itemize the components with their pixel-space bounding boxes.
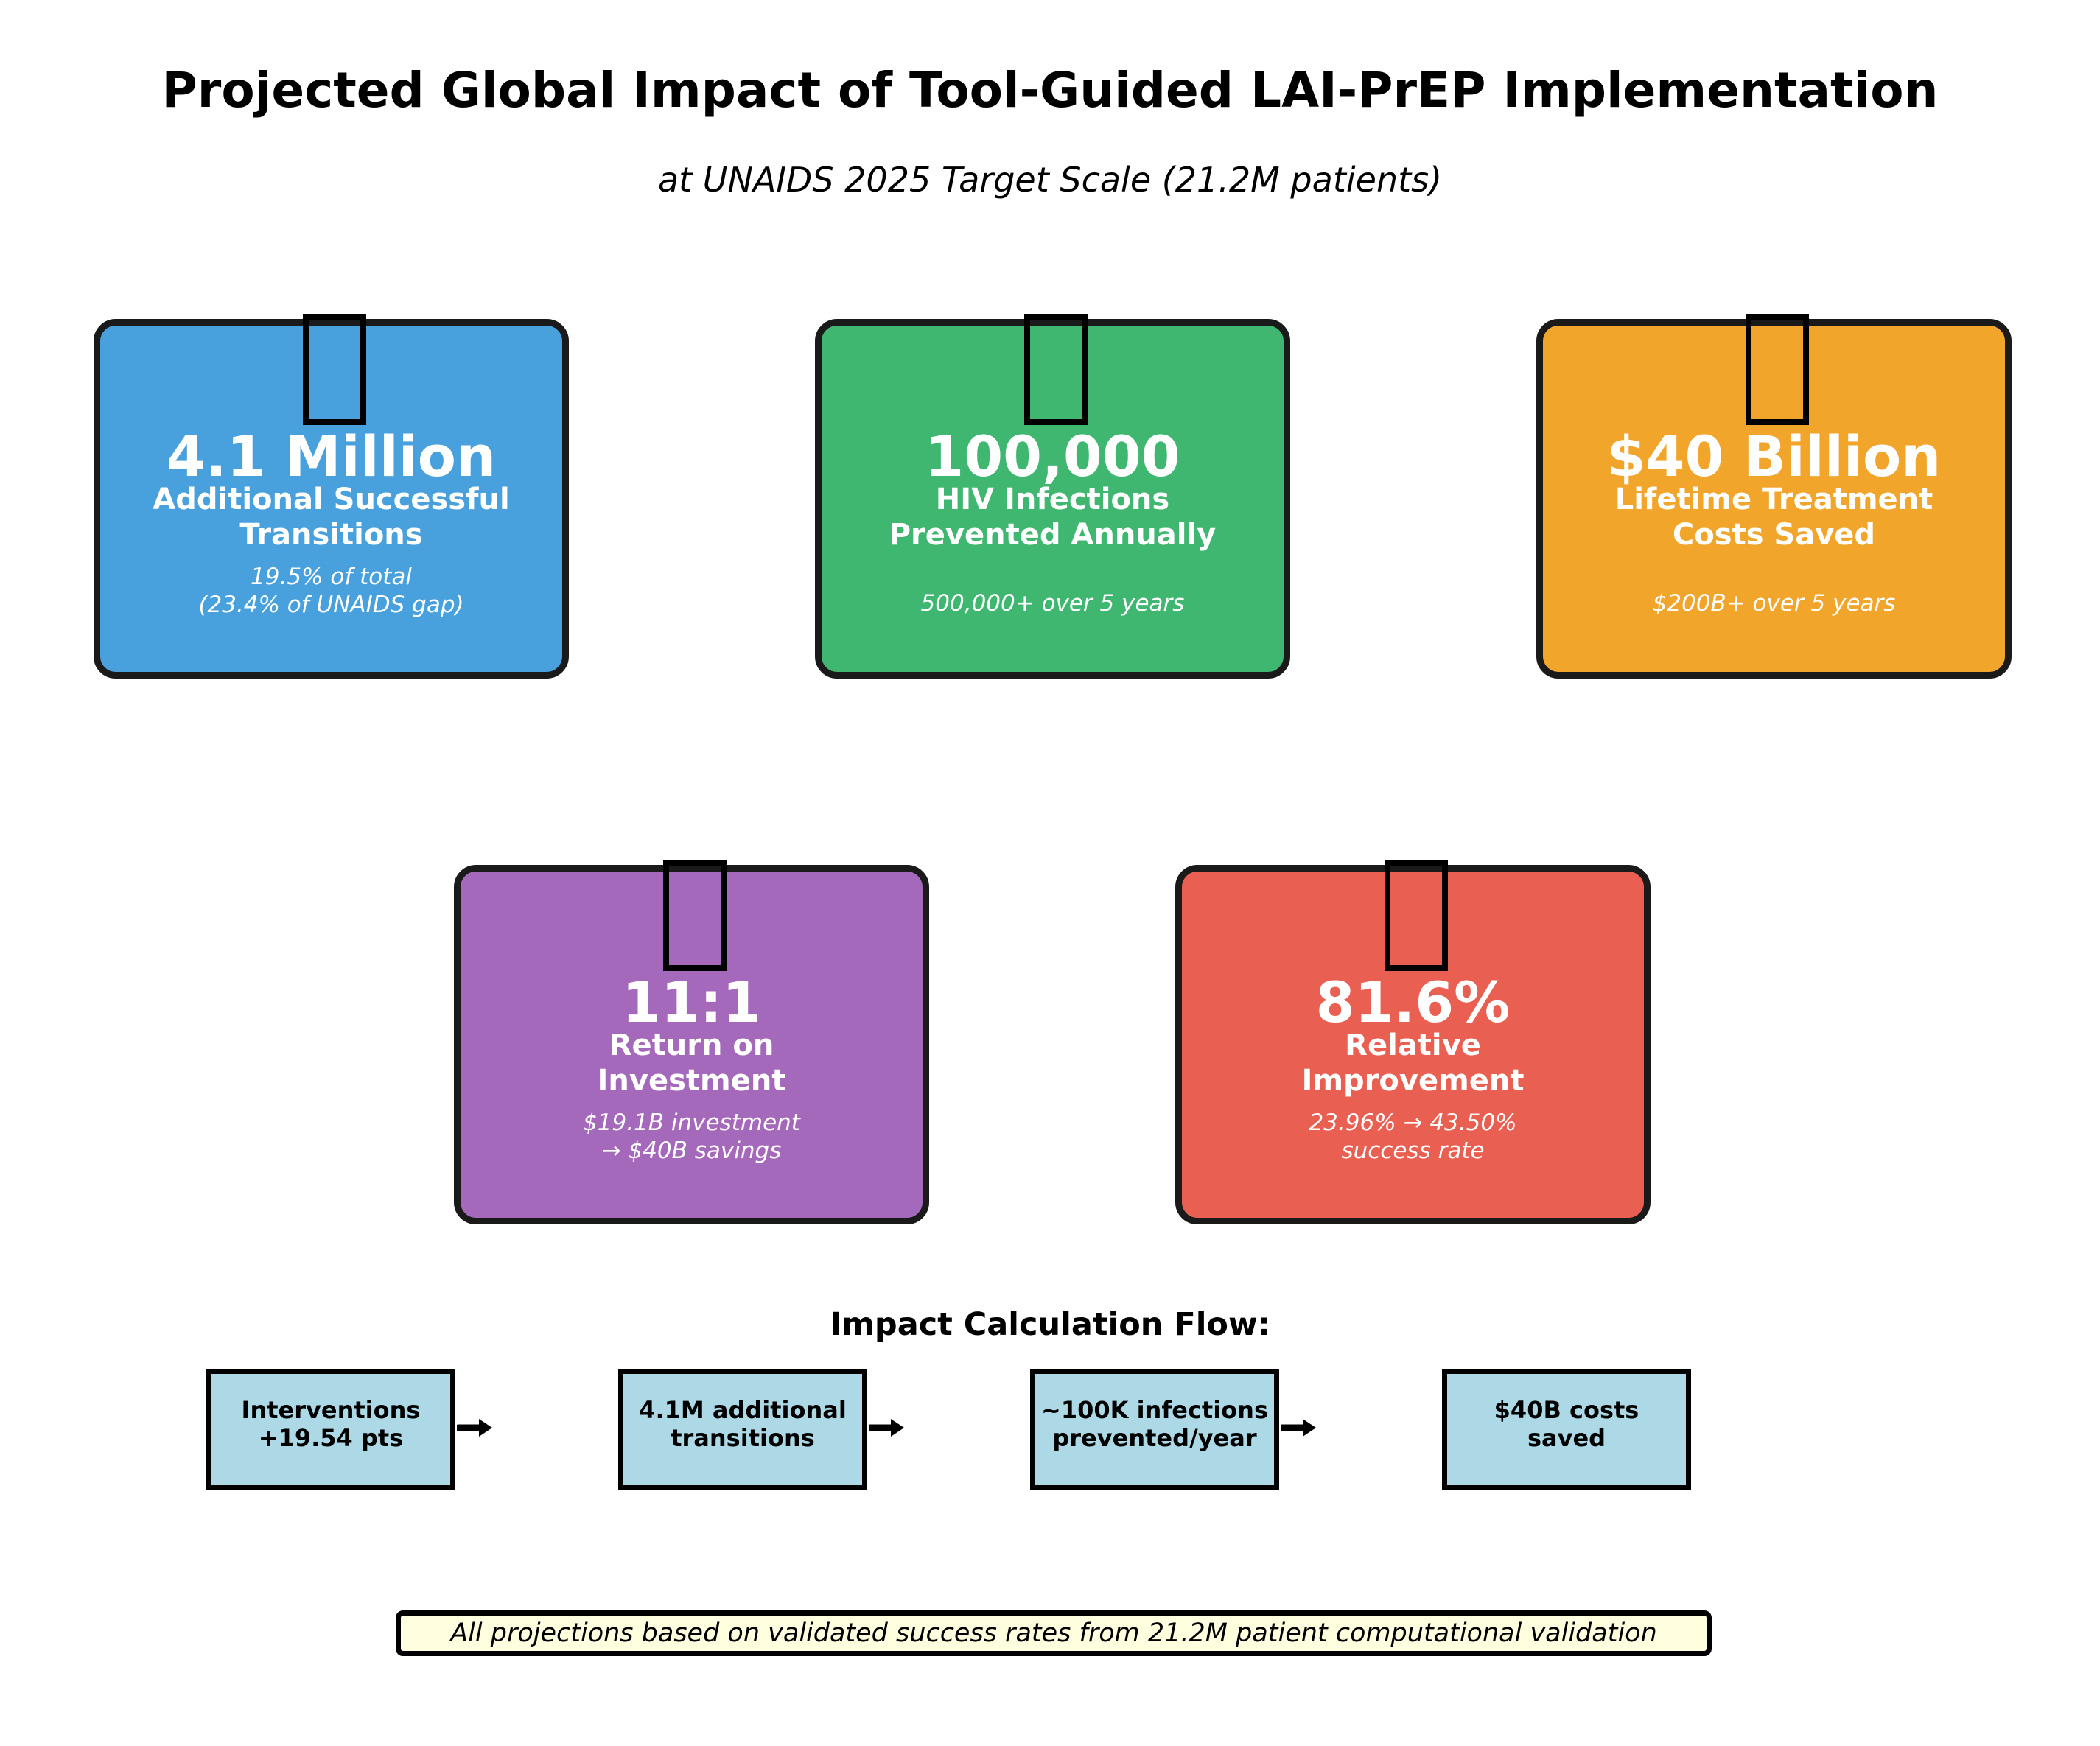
flow-step-interventions: Interventions +19.54 pts [206, 1369, 455, 1490]
card-note: $19.1B investment → $40B savings [461, 1109, 923, 1165]
flow-step-infections: ~100K infections prevented/year [1030, 1369, 1279, 1490]
footer-note: All projections based on validated succe… [396, 1610, 1712, 1656]
card-note-line: 19.5% of total [251, 564, 412, 590]
card-relative-improvement: 81.6% Relative Improvement 23.96% → 43.5… [1175, 860, 1651, 1224]
page-subtitle: at UNAIDS 2025 Target Scale (21.2M patie… [657, 160, 1443, 200]
missing-glyph-icon [1384, 860, 1448, 971]
card-label-line: Transitions [239, 518, 423, 552]
card-label: HIV Infections Prevented Annually [822, 482, 1284, 553]
card-note: $200B+ over 5 years [1543, 589, 2005, 617]
card-note-line: → $40B savings [601, 1137, 782, 1164]
card-note-line: success rate [1341, 1137, 1485, 1164]
page-title: Projected Global Impact of Tool-Guided L… [161, 62, 1939, 119]
card-label: Relative Improvement [1182, 1028, 1644, 1098]
card-value: 100,000 [925, 424, 1180, 489]
arrow-right-icon [1281, 1419, 1316, 1437]
flow-step-transitions: 4.1M additional transitions [618, 1369, 867, 1490]
card-label-line: Investment [597, 1064, 786, 1098]
missing-glyph-icon [662, 860, 727, 971]
card-label-line: Costs Saved [1672, 518, 1876, 552]
card-costs-saved: $40 Billion Lifetime Treatment Costs Sav… [1536, 314, 2012, 679]
card-label: Additional Successful Transitions [100, 482, 562, 553]
missing-glyph-icon [1745, 314, 1809, 425]
arrow-right-icon [457, 1419, 492, 1437]
card-infections-prevented: 100,000 HIV Infections Prevented Annuall… [815, 314, 1290, 679]
card-note-line: (23.4% of UNAIDS gap) [198, 592, 464, 618]
card-value: 11:1 [621, 970, 762, 1035]
flow-step-line: Interventions [241, 1396, 421, 1424]
card-label-line: Lifetime Treatment [1614, 483, 1933, 516]
card-label-line: Improvement [1301, 1064, 1525, 1098]
flow-step-line: $40B costs [1494, 1396, 1639, 1424]
flow-step-line: +19.54 pts [258, 1424, 404, 1452]
card-value: $40 Billion [1606, 424, 1942, 489]
card-label-line: Additional Successful [153, 483, 510, 516]
card-additional-transitions: 4.1 Million Additional Successful Transi… [94, 314, 569, 679]
flow-heading: Impact Calculation Flow: [830, 1306, 1270, 1343]
card-note-line: 23.96% → 43.50% [1309, 1109, 1517, 1136]
flow-step-costs: $40B costs saved [1442, 1369, 1691, 1490]
card-note: 23.96% → 43.50% success rate [1182, 1109, 1644, 1165]
missing-glyph-icon [302, 314, 366, 425]
card-label-line: Relative [1345, 1028, 1481, 1062]
card-label: Return on Investment [461, 1028, 923, 1098]
card-note-line: 500,000+ over 5 years [920, 590, 1185, 617]
missing-glyph-icon [1023, 314, 1088, 425]
flow-step-line: saved [1527, 1424, 1606, 1452]
card-label-line: Return on [609, 1028, 774, 1062]
flow-step-line: ~100K infections [1041, 1396, 1268, 1424]
arrow-right-icon [869, 1419, 904, 1437]
card-return-on-investment: 11:1 Return on Investment $19.1B investm… [454, 860, 929, 1224]
flow-step-line: 4.1M additional [639, 1396, 847, 1424]
flow-step-line: prevented/year [1052, 1424, 1257, 1452]
card-value: 4.1 Million [166, 424, 497, 489]
card-label-line: HIV Infections [935, 483, 1170, 516]
card-note-line: $19.1B investment [583, 1109, 800, 1136]
card-value: 81.6% [1315, 970, 1511, 1035]
card-label-line: Prevented Annually [889, 518, 1217, 552]
card-note-line: $200B+ over 5 years [1652, 590, 1896, 617]
card-note: 500,000+ over 5 years [822, 589, 1284, 617]
card-label: Lifetime Treatment Costs Saved [1543, 482, 2005, 553]
flow-step-line: transitions [671, 1424, 815, 1452]
card-note: 19.5% of total (23.4% of UNAIDS gap) [100, 563, 562, 619]
